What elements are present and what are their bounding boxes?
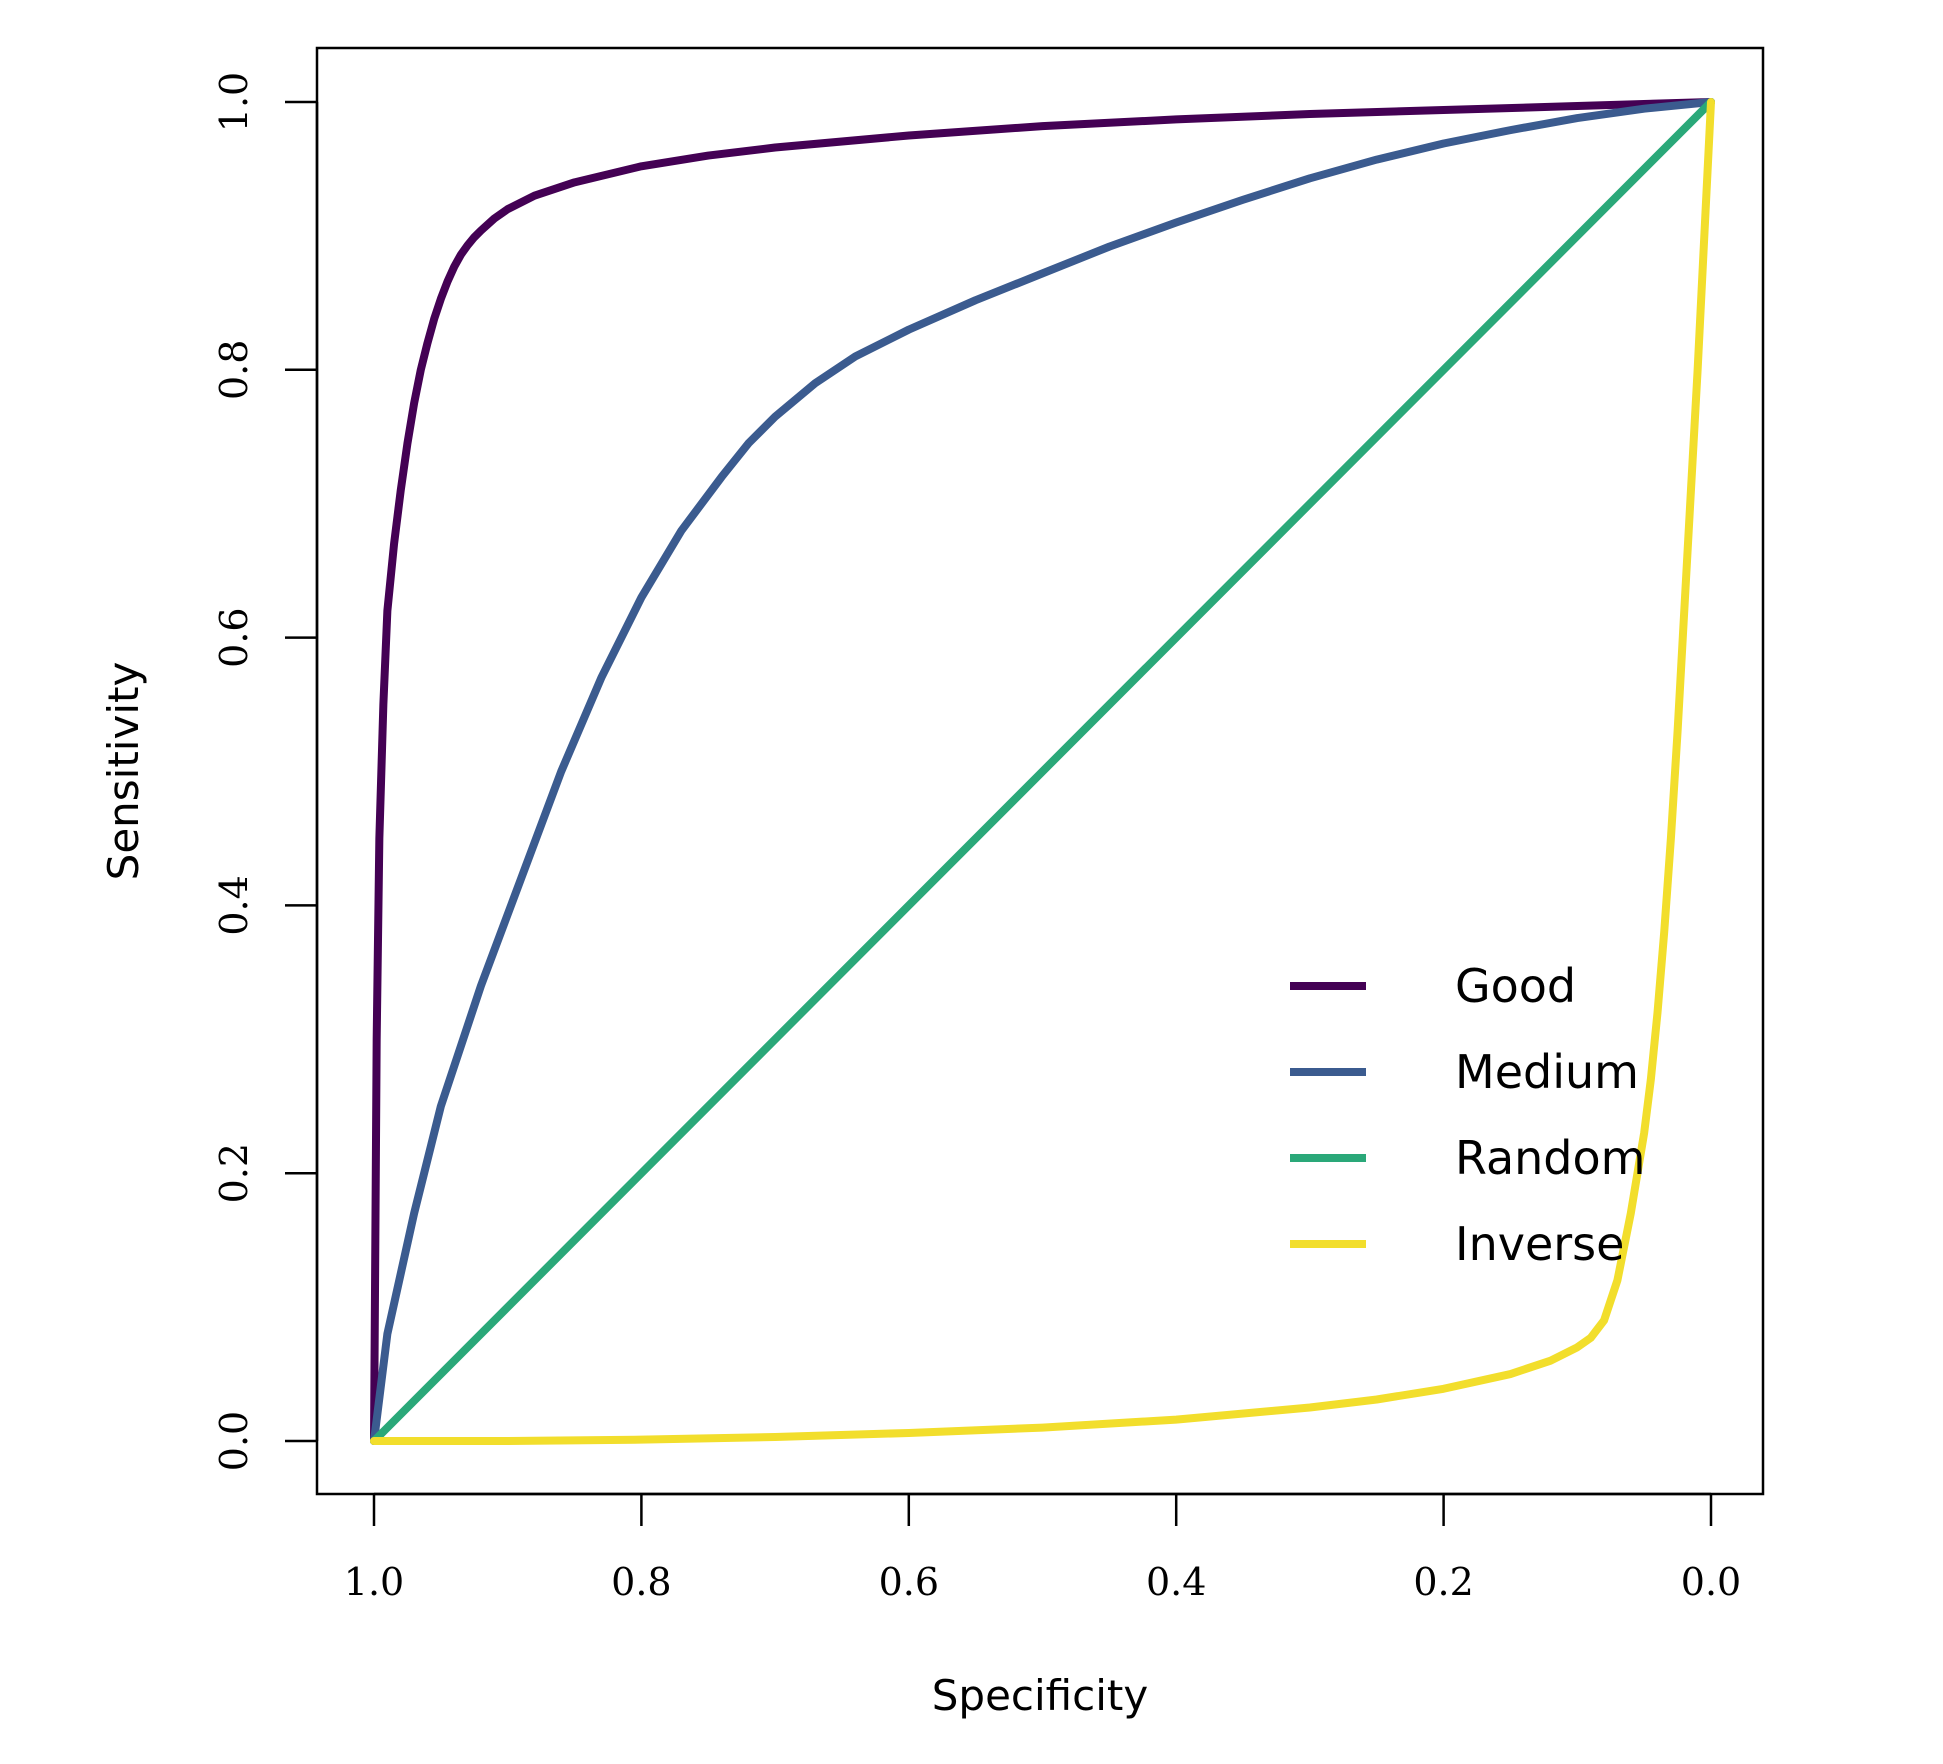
y-tick-label: 0.2 bbox=[212, 1143, 256, 1203]
legend-label: Inverse bbox=[1455, 1217, 1624, 1271]
legend-item-good: Good bbox=[1290, 959, 1576, 1013]
legend-item-inverse: Inverse bbox=[1290, 1217, 1624, 1271]
series-line-good bbox=[370, 98, 1715, 1445]
x-tick-label: 0.4 bbox=[1146, 1560, 1206, 1604]
y-tick-label: 0.6 bbox=[212, 607, 256, 667]
x-tick-label: 0.0 bbox=[1681, 1560, 1741, 1604]
x-tick-label: 0.8 bbox=[611, 1560, 671, 1604]
legend-item-medium: Medium bbox=[1290, 1045, 1639, 1099]
y-axis-title: Sensitivity bbox=[99, 662, 148, 881]
x-tick-label: 1.0 bbox=[344, 1560, 404, 1604]
legend: Good Medium Random Inverse bbox=[1290, 959, 1645, 1271]
x-axis-title: Specificity bbox=[932, 1671, 1148, 1720]
y-tick-label: 1.0 bbox=[212, 72, 256, 132]
y-axis: 0.0 0.2 0.4 0.6 0.8 1.0 bbox=[212, 72, 319, 1471]
y-tick-label: 0.8 bbox=[212, 340, 256, 400]
legend-label: Random bbox=[1455, 1131, 1645, 1185]
x-tick-label: 0.6 bbox=[879, 1560, 939, 1604]
legend-label: Medium bbox=[1455, 1045, 1639, 1099]
legend-label: Good bbox=[1455, 959, 1576, 1013]
series-line-random bbox=[370, 98, 1715, 1445]
y-tick-label: 0.4 bbox=[212, 875, 256, 935]
x-axis: 1.0 0.8 0.6 0.4 0.2 0.0 bbox=[344, 1492, 1741, 1604]
y-tick-label: 0.0 bbox=[212, 1411, 256, 1471]
series-layer bbox=[370, 98, 1715, 1445]
x-tick-label: 0.2 bbox=[1413, 1560, 1473, 1604]
legend-item-random: Random bbox=[1290, 1131, 1645, 1185]
series-line-inverse bbox=[370, 98, 1715, 1445]
series-line-medium bbox=[370, 98, 1715, 1445]
